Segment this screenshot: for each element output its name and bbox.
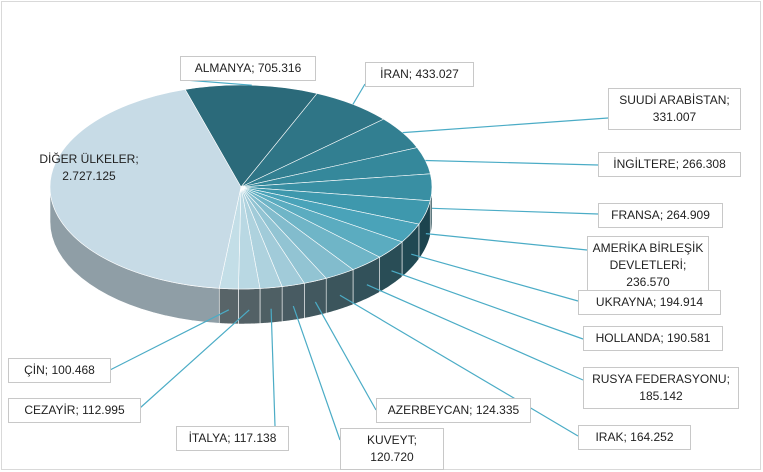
category-label: KUVEYT	[366, 433, 414, 447]
category-label: AMERİKA BİRLEŞİK DEVLETLERİ	[592, 241, 704, 272]
data-label: UKRAYNA; 194.914	[578, 290, 721, 315]
pie-side	[281, 282, 305, 322]
leader-line	[431, 207, 599, 215]
data-label: ALMANYA; 705.316	[180, 56, 316, 81]
category-label: İNGİLTERE	[613, 157, 676, 171]
separator: ;	[623, 430, 631, 444]
data-label: SUUDİ ARABİSTAN; 331.007	[608, 88, 741, 130]
data-label: İNGİLTERE; 266.308	[598, 152, 741, 177]
separator: ;	[44, 363, 52, 377]
pie-tops	[49, 84, 433, 290]
category-label: CEZAYİR	[24, 403, 76, 417]
category-label: İTALYA	[188, 431, 228, 445]
data-label: IRAK; 164.252	[578, 425, 691, 450]
separator: ;	[75, 403, 83, 417]
separator: ;	[726, 93, 730, 107]
separator: ;	[135, 152, 139, 166]
leader-line	[339, 294, 579, 437]
category-label: RUSYA FEDERASYONU	[592, 372, 727, 386]
category-label: UKRAYNA	[595, 295, 654, 309]
category-label: ÇİN	[24, 363, 45, 377]
pie-sides	[49, 186, 433, 325]
pie-side	[238, 288, 261, 325]
leader-line	[292, 305, 341, 441]
leader-line	[314, 301, 377, 411]
category-label: IRAK	[595, 430, 624, 444]
data-label: DİĞER ÜLKELER; 2.727.125	[30, 148, 148, 188]
data-label: FRANSA; 264.909	[598, 203, 723, 228]
data-label: HOLLANDA; 190.581	[583, 326, 723, 351]
leader-line	[402, 117, 609, 134]
data-label: AZERBEYCAN; 124.335	[376, 398, 531, 423]
category-label: İRAN	[380, 67, 409, 81]
category-label: AZERBEYCAN	[387, 403, 470, 417]
separator: ;	[675, 157, 683, 171]
value-label: 266.308	[682, 157, 726, 171]
value-label: 331.007	[652, 110, 697, 124]
category-label: FRANSA	[611, 208, 660, 222]
leader-line	[270, 308, 276, 427]
value-label: 264.909	[666, 208, 710, 222]
separator: ;	[683, 258, 687, 272]
data-label: CEZAYİR; 112.995	[8, 398, 141, 423]
category-label: HOLLANDA	[595, 331, 661, 345]
data-label: ÇİN; 100.468	[8, 358, 111, 383]
leader-line	[109, 309, 230, 371]
pie-side	[304, 277, 327, 319]
data-label: AMERİKA BİRLEŞİK DEVLETLERİ; 236.570	[587, 236, 709, 295]
leader-line	[411, 253, 579, 302]
value-label: 112.995	[82, 403, 125, 417]
value-label: 190.581	[666, 331, 711, 345]
value-label: 185.142	[639, 389, 683, 403]
value-label: 433.027	[415, 67, 459, 81]
value-label: 100.468	[51, 363, 95, 377]
category-label: ALMANYA	[194, 61, 252, 75]
data-label: KUVEYT; 120.720	[340, 428, 444, 470]
separator: ;	[660, 331, 667, 345]
separator: ;	[408, 67, 416, 81]
leader-line	[425, 233, 588, 251]
separator: ;	[251, 61, 258, 75]
data-label: İRAN; 433.027	[365, 62, 474, 87]
value-label: 164.252	[630, 430, 674, 444]
separator: ;	[469, 403, 476, 417]
data-label: İTALYA; 117.138	[176, 426, 289, 451]
leader-line	[352, 83, 366, 105]
leader-line	[139, 309, 250, 409]
leader-lines	[109, 79, 609, 441]
category-label: DİĞER ÜLKELER	[39, 152, 136, 166]
pie-side	[218, 288, 239, 325]
leader-line	[425, 159, 599, 166]
data-label: RUSYA FEDERASYONU; 185.142	[583, 367, 739, 409]
pie-slice	[49, 89, 242, 289]
leader-line	[391, 270, 584, 340]
category-label: SUUDİ ARABİSTAN	[619, 93, 727, 107]
value-label: 2.727.125	[62, 169, 116, 183]
separator: ;	[413, 433, 418, 447]
separator: ;	[726, 372, 730, 386]
value-label: 236.570	[626, 275, 670, 289]
value-label: 124.335	[475, 403, 520, 417]
value-label: 120.720	[370, 450, 414, 464]
value-label: 705.316	[257, 61, 302, 75]
value-label: 117.138	[233, 431, 277, 445]
separator: ;	[659, 208, 667, 222]
separator: ;	[653, 295, 660, 309]
value-label: 194.914	[659, 295, 704, 309]
pie-slice	[184, 84, 318, 188]
leader-line	[366, 284, 584, 381]
separator: ;	[227, 431, 234, 445]
